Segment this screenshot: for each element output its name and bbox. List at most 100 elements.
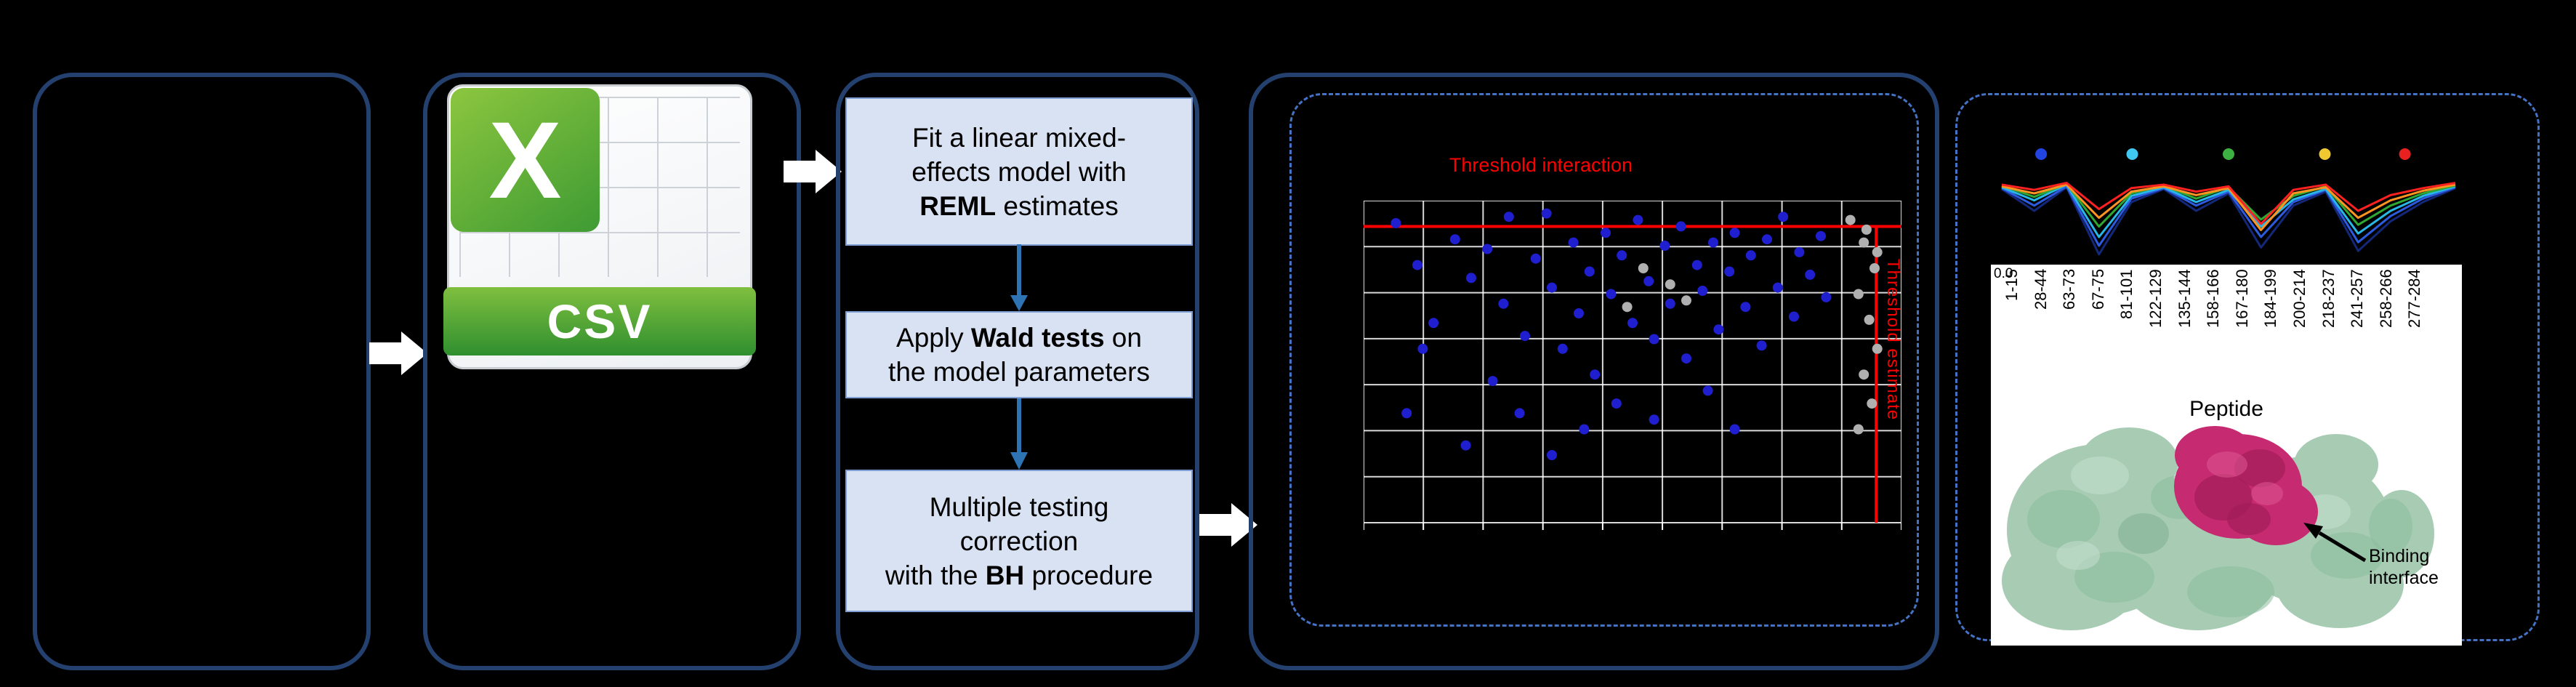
step-text-bold: Wald tests [970, 323, 1105, 353]
scatter-point [1794, 246, 1805, 257]
step-text-run: estimates [996, 190, 1119, 221]
spreadsheet-page: X CSV [443, 84, 756, 369]
flow-arrow-right-icon [369, 332, 427, 375]
scatter-point [1449, 234, 1460, 245]
scatter-point [1584, 266, 1595, 277]
scatter-point [1466, 273, 1476, 284]
scatter-point [1579, 424, 1590, 435]
scatter-point [1789, 311, 1799, 322]
scatter-point [1816, 230, 1826, 241]
flow-arrow-right-icon [1199, 503, 1257, 547]
scatter-point [1805, 269, 1816, 280]
scatter-point [1681, 295, 1691, 306]
binding-arrow-icon [2303, 523, 2367, 563]
scatter-point [1675, 221, 1686, 232]
scatter-point [1691, 260, 1702, 270]
scatter-point [1853, 424, 1864, 435]
step-text: Apply Wald tests on the model parameters [888, 321, 1150, 389]
scatter-point [1643, 276, 1654, 286]
peptide-tick-label: 28-44 [2031, 269, 2050, 310]
scatter-point [1606, 289, 1617, 300]
scatter-point [1708, 237, 1718, 248]
scatter-point [1590, 369, 1601, 380]
significance-dot [2223, 148, 2234, 160]
scatter-point [1864, 314, 1875, 325]
scatter-point [1601, 228, 1611, 238]
scatter-point [1740, 302, 1751, 313]
scatter-point [1869, 263, 1880, 273]
significance-dot [2035, 148, 2048, 160]
scatter-point [1482, 244, 1493, 254]
scatter-point [1681, 353, 1691, 364]
scatter-point [1867, 398, 1877, 409]
down-arrow-icon [1010, 244, 1028, 311]
step-text: Fit a linear mixed- effects model with R… [911, 121, 1126, 223]
scatter-point [1729, 228, 1740, 238]
threshold-interaction-label: Threshold interaction [1449, 154, 1633, 176]
scatter-point [1541, 208, 1552, 219]
scatter-point [1412, 260, 1422, 270]
significance-dot [2126, 148, 2138, 160]
scatter-point [1547, 282, 1557, 293]
peptide-tick-label: 167-180 [2232, 269, 2251, 328]
peptide-tick-label: 135-144 [2175, 269, 2194, 328]
peptide-tick-label: 122-129 [2146, 269, 2165, 328]
scatter-point [1627, 318, 1638, 329]
step-text: Multiple testing correction with the BH … [885, 490, 1153, 592]
scatter-point [1859, 369, 1869, 380]
scatter-point [1417, 343, 1428, 354]
csv-label: CSV [547, 294, 653, 348]
step-text-run: Apply [896, 323, 971, 353]
flow-arrow-right-icon [784, 150, 842, 193]
scatter-point [1697, 286, 1708, 296]
peptide-tick-label: 277-284 [2405, 269, 2424, 328]
scatter-point [1724, 266, 1735, 277]
significance-dot [2399, 148, 2411, 160]
scatter-point [1503, 212, 1514, 222]
peptide-tick-label: 200-214 [2290, 269, 2309, 328]
peptide-tick-label: 184-199 [2261, 269, 2280, 328]
scatter-point [1547, 450, 1557, 460]
scatter-point [1390, 218, 1401, 228]
uptake-line [2001, 182, 2456, 225]
scatter-point [1665, 279, 1675, 290]
scatter-plot [1363, 200, 1902, 535]
scatter-point [1729, 424, 1740, 435]
scatter-point [1401, 408, 1412, 419]
scatter-plot-svg [1363, 200, 1902, 530]
scatter-point [1659, 241, 1670, 251]
step-text-run: Multiple testing correction with the [885, 491, 1109, 590]
scatter-point [1702, 385, 1713, 396]
peptide-line-chart-svg [2001, 148, 2456, 256]
peptide-tick-label: 81-101 [2117, 269, 2136, 319]
scatter-point [1498, 298, 1509, 309]
csv-banner: CSV [443, 287, 756, 355]
peptide-tick-label: 241-257 [2348, 269, 2367, 328]
step-text-run: procedure [1024, 560, 1154, 590]
binding-interface-label: Binding interface [2369, 546, 2439, 588]
scatter-point [1649, 414, 1659, 425]
scatter-point [1638, 263, 1649, 273]
scatter-point [1611, 398, 1622, 409]
peptide-tick-labels: 1-15 28-44 63-73 67-75 81-101 122-129 135-144 1… [1991, 265, 2462, 397]
scatter-point [1622, 302, 1633, 313]
peptide-tick-label: 158-166 [2204, 269, 2223, 328]
peptide-tick-label: 67-75 [2088, 269, 2107, 310]
scatter-point [1861, 224, 1872, 235]
scatter-point [1853, 289, 1864, 300]
peptide-line-chart [1996, 144, 2461, 265]
scatter-point [1665, 298, 1675, 309]
scatter-point [1762, 234, 1772, 245]
scatter-point [1428, 318, 1439, 329]
csv-file-icon: X CSV [443, 84, 756, 369]
scatter-point [1845, 214, 1856, 225]
scatter-point [1872, 246, 1883, 257]
peptide-tick-label: 258-266 [2376, 269, 2395, 328]
excel-x-letter: X [488, 98, 562, 221]
scatter-point [1745, 250, 1756, 261]
scatter-point [1568, 237, 1579, 248]
significance-dot [2319, 148, 2331, 160]
scatter-point [1859, 237, 1869, 248]
scatter-point [1872, 343, 1883, 354]
scatter-point [1617, 250, 1627, 261]
